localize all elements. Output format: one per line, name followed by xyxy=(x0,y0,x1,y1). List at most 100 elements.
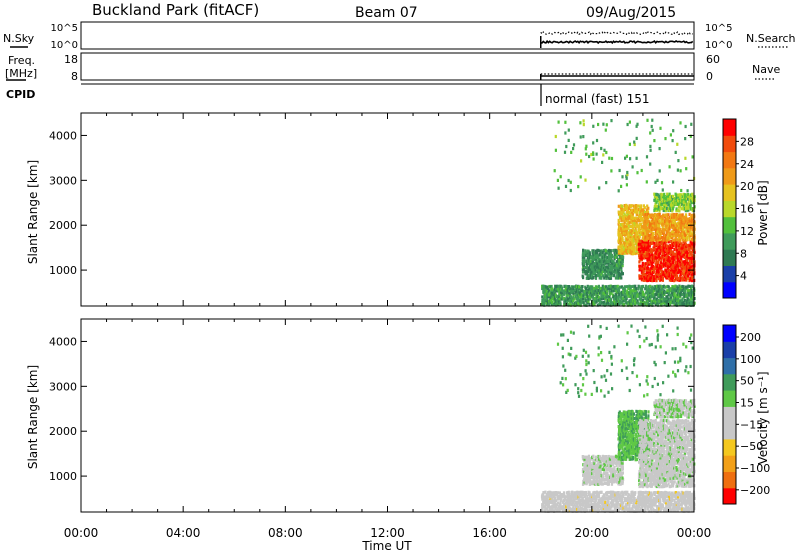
power-cell xyxy=(663,193,665,196)
power-cell xyxy=(661,181,663,184)
power-cell xyxy=(641,169,643,172)
power-cell xyxy=(580,135,582,138)
power-cell xyxy=(654,181,656,184)
velocity-cell xyxy=(628,506,630,509)
nsearch-line xyxy=(541,32,693,34)
power-colorbar-label: Power [dB] xyxy=(756,180,770,245)
freq-label-line1: Freq. xyxy=(8,54,35,67)
power-cell xyxy=(676,143,678,146)
power-colorbar-swatch xyxy=(723,233,736,250)
power-cell xyxy=(644,206,646,209)
power-cell xyxy=(555,149,557,152)
power-colorbar-swatch xyxy=(723,266,736,283)
velocity-cell xyxy=(602,482,604,485)
power-cell xyxy=(597,123,599,126)
velocity-cell xyxy=(542,491,544,494)
power-colorbar-swatch xyxy=(723,200,736,217)
power-cell xyxy=(564,131,566,134)
power-cell xyxy=(676,238,678,241)
nsky-tick-bottom: 10^0 xyxy=(51,40,78,51)
power-cell xyxy=(655,279,657,282)
power-cell xyxy=(624,285,626,288)
power-colorbar-swatch xyxy=(723,217,736,234)
power-cell xyxy=(635,287,637,290)
power-cell xyxy=(642,285,644,288)
power-cell xyxy=(605,151,607,154)
nsky-trace xyxy=(541,32,693,48)
nsky-tick-top: 10^5 xyxy=(51,23,78,34)
nsky-line xyxy=(541,41,693,43)
power-cell xyxy=(659,127,661,130)
power-colorbar-tick-label: 8 xyxy=(740,247,747,260)
power-cell xyxy=(652,129,654,132)
power-cell xyxy=(568,129,570,132)
velocity-data-cells xyxy=(541,325,696,514)
power-cell xyxy=(605,181,607,184)
power-cell xyxy=(555,135,557,138)
power-cell xyxy=(564,121,566,124)
power-cell xyxy=(631,204,633,207)
power-cell xyxy=(636,137,638,140)
power-cell xyxy=(598,186,600,189)
nsearch-label: N.Search xyxy=(746,32,796,45)
power-cell xyxy=(684,137,686,140)
power-cell xyxy=(580,159,582,162)
power-cell xyxy=(636,171,638,174)
velocity-cell xyxy=(563,491,565,494)
power-cell xyxy=(646,226,648,229)
power-cell xyxy=(621,205,623,208)
power-cell xyxy=(600,147,602,150)
power-cell xyxy=(651,125,653,128)
power-colorbar-tick-label: 12 xyxy=(740,225,754,238)
power-cell xyxy=(659,147,661,150)
power-cell xyxy=(632,165,634,168)
freq-tick-bottom: 8 xyxy=(71,70,78,83)
cpid-label: CPID xyxy=(6,88,35,101)
velocity-cell xyxy=(596,491,598,494)
power-cell xyxy=(610,169,612,172)
cpid-value: normal (fast) 151 xyxy=(545,92,649,106)
power-cell xyxy=(565,145,567,148)
power-colorbar-swatch xyxy=(723,184,736,201)
power-cell xyxy=(591,285,593,288)
power-cell xyxy=(577,185,579,188)
power-cell xyxy=(649,131,651,134)
power-cell xyxy=(658,224,660,227)
power-cell xyxy=(578,285,580,288)
power-cell xyxy=(687,189,689,192)
power-cell xyxy=(592,276,594,279)
power-cell xyxy=(619,211,621,214)
velocity-cell xyxy=(632,456,634,459)
power-ytick-label: 3000 xyxy=(49,174,77,187)
power-cell xyxy=(629,143,631,146)
power-colorbar-swatch xyxy=(723,135,736,152)
power-cell xyxy=(619,169,621,172)
nsearch-tick-bottom: 10^0 xyxy=(705,40,732,51)
power-cell xyxy=(689,213,691,216)
freq-tick-top: 18 xyxy=(64,53,78,66)
power-cell xyxy=(669,165,671,168)
power-cell xyxy=(581,285,583,288)
power-colorbar-tick-label: 24 xyxy=(740,158,754,171)
power-cell xyxy=(558,187,560,190)
velocity-cell xyxy=(662,503,664,506)
power-colorbar-swatch xyxy=(723,168,736,185)
power-cell xyxy=(622,272,624,275)
power-cell xyxy=(606,123,608,126)
power-cell xyxy=(564,151,566,154)
power-ylabel: Slant Range [km] xyxy=(26,160,40,264)
power-cell xyxy=(685,167,687,170)
power-colorbar-swatch xyxy=(723,152,736,169)
power-cell xyxy=(565,185,567,188)
power-cell xyxy=(629,157,631,160)
velocity-cell xyxy=(622,501,624,504)
date-title: 09/Aug/2015 xyxy=(586,5,676,21)
power-cell xyxy=(592,125,594,128)
power-cell xyxy=(558,121,560,124)
power-cell xyxy=(677,159,679,162)
power-cell xyxy=(620,185,622,188)
power-cell xyxy=(605,129,607,132)
power-cell xyxy=(664,137,666,140)
power-cell xyxy=(680,169,682,172)
